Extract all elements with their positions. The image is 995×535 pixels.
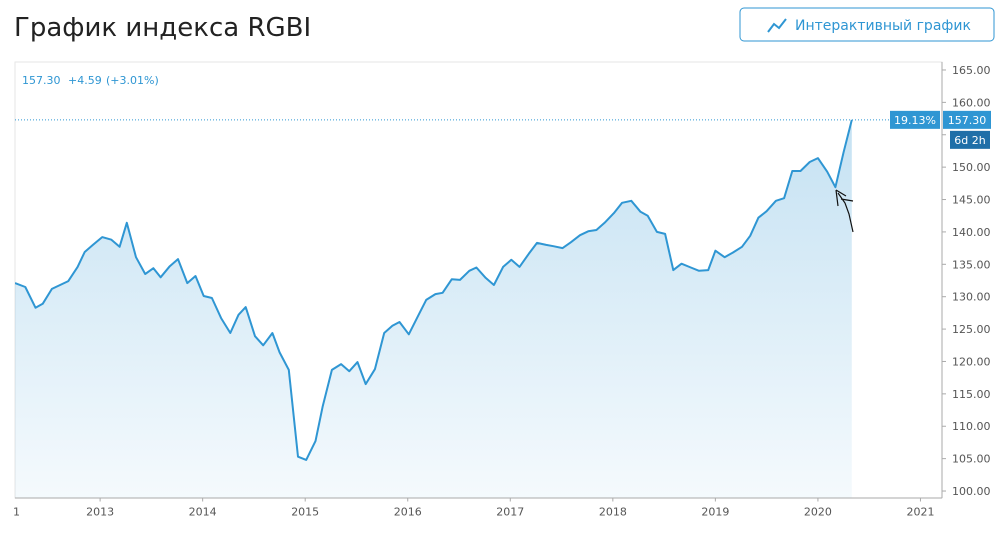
y-tick-label: 135.00 [952, 258, 991, 271]
x-tick-label: 2019 [701, 506, 729, 519]
price-line [15, 119, 853, 461]
x-tick-label: 1 [13, 506, 20, 519]
x-tick-label: 2018 [599, 506, 627, 519]
legend-change-pct: (+3.01%) [106, 74, 159, 87]
plot [15, 119, 853, 498]
x-tick-label: 2013 [86, 506, 114, 519]
button-icon [767, 18, 787, 33]
price-label: 157.30 [948, 114, 987, 127]
y-tick-label: 145.00 [952, 194, 991, 207]
y-tick-label: 165.00 [952, 64, 991, 77]
y-tick-label: 115.00 [952, 388, 991, 401]
x-tick-label: 2016 [394, 506, 422, 519]
y-tick-label: 105.00 [952, 453, 991, 466]
y-tick-label: 160.00 [952, 96, 991, 109]
y-tick-label: 140.00 [952, 226, 991, 239]
area-fill [15, 119, 852, 498]
x-tick-label: 2014 [189, 506, 217, 519]
x-tick-label: 2017 [496, 506, 524, 519]
y-tick-label: 130.00 [952, 291, 991, 304]
y-tick-label: 150.00 [952, 161, 991, 174]
y-tick-label: 100.00 [952, 485, 991, 498]
x-tick-label: 2021 [906, 506, 934, 519]
y-tick-label: 110.00 [952, 420, 991, 433]
y-tick-label: 120.00 [952, 355, 991, 368]
interactive-button[interactable]: Интерактивный график [739, 7, 995, 42]
countdown-badge [950, 130, 990, 149]
page-title: График индекса RGBI [14, 13, 311, 43]
button-label[interactable]: Интерактивный график [795, 18, 971, 34]
price-badge [943, 110, 991, 129]
percent-label: 19.13% [894, 114, 936, 127]
countdown-label: 6d 2h [954, 134, 985, 147]
y-tick-label: 125.00 [952, 323, 991, 336]
percent-badge [890, 110, 940, 129]
legend-price: 157.30 [22, 74, 61, 87]
cursor-scribble [835, 189, 854, 233]
button-frame[interactable] [739, 7, 995, 42]
x-tick-label: 2020 [804, 506, 832, 519]
x-tick-label: 2015 [291, 506, 319, 519]
legend-change: +4.59 [68, 74, 102, 87]
